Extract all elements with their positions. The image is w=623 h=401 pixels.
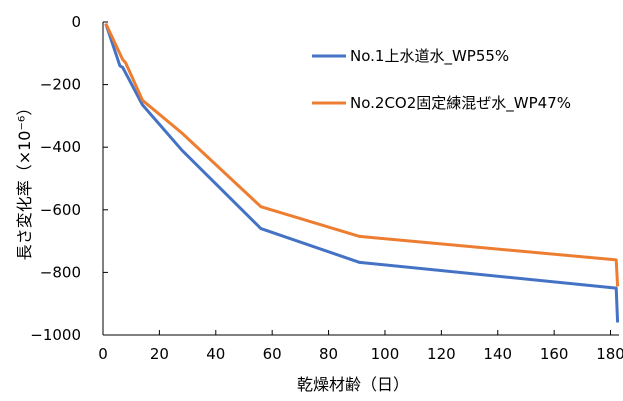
- legend: No.1上水道水_WP55% No.2CO2固定練混ぜ水_WP47%: [312, 47, 571, 113]
- y-tick-label: −600: [40, 201, 81, 219]
- y-tick-label: −400: [40, 138, 81, 156]
- y-tick-label: −200: [40, 76, 81, 94]
- x-tick-label: 180: [596, 345, 623, 363]
- legend-label-series-1: No.1上水道水_WP55%: [350, 47, 509, 66]
- series-line-1: [104, 23, 620, 323]
- y-tick-label: 0: [71, 13, 81, 31]
- series-line-2: [104, 22, 620, 287]
- y-ticks: 0 −200 −400 −600 −800 −1000: [30, 13, 108, 344]
- x-tick-label: 100: [371, 345, 400, 363]
- x-ticks: 0 20 40 60 80 100 120 140 160 180: [98, 330, 623, 363]
- x-tick-label: 80: [319, 345, 338, 363]
- x-tick-label: 0: [98, 345, 108, 363]
- x-axis-title: 乾燥材齢（日）: [297, 375, 409, 394]
- x-tick-label: 20: [150, 345, 169, 363]
- x-tick-label: 40: [206, 345, 225, 363]
- y-axis-title: 長さ変化率（×10⁻⁶）: [15, 100, 34, 261]
- x-tick-label: 60: [263, 345, 282, 363]
- legend-label-series-2: No.2CO2固定練混ぜ水_WP47%: [350, 94, 571, 113]
- series-layer: [104, 22, 620, 323]
- y-tick-label: −1000: [30, 326, 81, 344]
- x-tick-label: 140: [483, 345, 512, 363]
- x-tick-label: 160: [540, 345, 569, 363]
- y-tick-label: −800: [40, 263, 81, 281]
- plot-area: 0 −200 −400 −600 −800 −1000 0 20 40 60 80 100 120 14…: [30, 13, 623, 363]
- x-tick-label: 120: [427, 345, 456, 363]
